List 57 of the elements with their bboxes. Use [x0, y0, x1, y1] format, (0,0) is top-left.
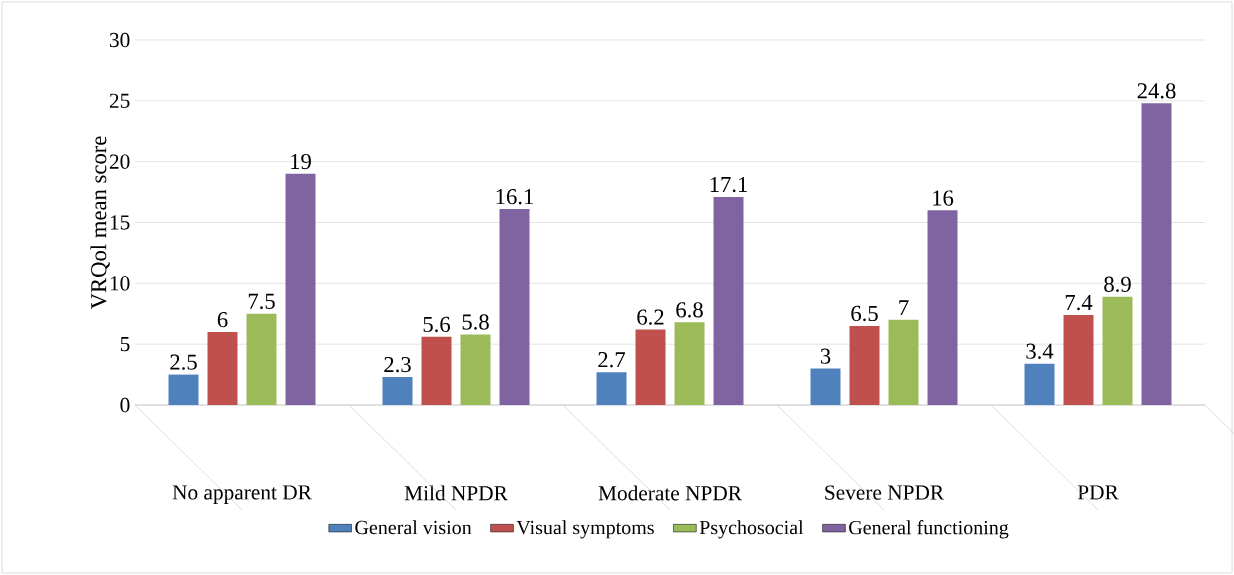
data-label: 5.8 [462, 314, 489, 330]
bar [810, 368, 841, 405]
x-tick-label: Severe NPDR [825, 485, 945, 500]
data-label: 7.5 [248, 293, 275, 310]
data-label: 3.4 [1026, 343, 1054, 359]
y-tick-label: 20 [109, 154, 130, 169]
bar [596, 372, 627, 405]
data-label: 19 [291, 153, 311, 170]
bar [421, 336, 452, 405]
bar [849, 325, 880, 405]
data-label: 2.5 [170, 354, 197, 370]
data-label: 5.6 [423, 316, 450, 333]
data-label: 8.9 [1104, 276, 1131, 292]
bar [1063, 314, 1094, 405]
bar [460, 334, 491, 405]
bar [1102, 296, 1133, 405]
data-label: 2.7 [598, 352, 626, 368]
bar [382, 377, 413, 405]
data-label: 6 [217, 312, 228, 328]
data-label: 7.4 [1065, 295, 1093, 311]
data-label: 16.1 [496, 189, 533, 205]
data-label: 17.1 [710, 176, 747, 193]
y-tick-label: 5 [120, 337, 130, 352]
x-tick-label: No apparent DR [172, 485, 312, 504]
x-tick-label: PDR [1077, 485, 1119, 500]
bar [674, 322, 705, 405]
bar [285, 173, 316, 405]
bar [635, 329, 666, 405]
data-label: 6.2 [637, 309, 664, 325]
data-label: 3 [820, 348, 831, 364]
legend-label: General vision [355, 520, 472, 535]
legend-label: Psychosocial [699, 520, 804, 539]
data-label: 2.3 [384, 356, 411, 373]
y-tick-label: 30 [109, 32, 130, 48]
legend-label: General functioning [849, 520, 1009, 539]
bar [246, 313, 277, 405]
data-label: 6.8 [676, 302, 703, 318]
y-tick-label: 10 [110, 276, 130, 291]
data-label: 16 [933, 190, 954, 206]
bar [499, 209, 530, 405]
bar [927, 210, 958, 405]
data-label: 7 [899, 300, 909, 316]
x-tick-label: Mild NPDR [404, 485, 508, 501]
data-label: 6.5 [851, 305, 878, 322]
bar [888, 319, 919, 405]
y-tick-label: 25 [109, 93, 130, 108]
data-label: 24.8 [1137, 83, 1176, 99]
bar [168, 374, 199, 405]
bar [1141, 103, 1172, 405]
y-tick-label: 0 [120, 397, 130, 413]
y-axis-title: VRQol mean score [90, 136, 110, 310]
bar [1024, 363, 1055, 405]
x-tick-label: Moderate NPDR [598, 485, 742, 501]
bar [207, 332, 238, 405]
legend-label: Visual symptoms [516, 520, 654, 539]
bar [713, 196, 744, 405]
y-tick-label: 15 [110, 215, 130, 230]
